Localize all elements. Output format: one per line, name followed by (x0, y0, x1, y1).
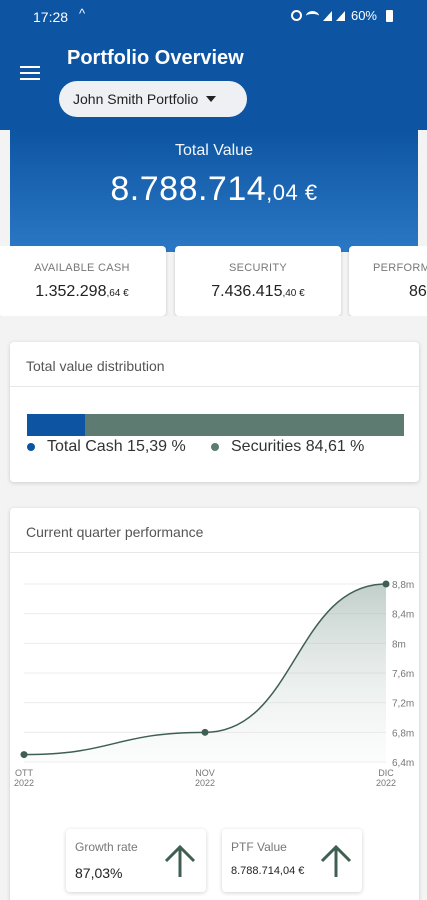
kpi-value: 7.436.415,40 € (175, 283, 341, 301)
legend-cash: Total Cash 15,39 % (27, 438, 186, 456)
distribution-bar-cash (27, 414, 86, 436)
growth-rate-value: 87,03% (75, 865, 123, 881)
y-tick-label: 6,4m (392, 758, 414, 769)
x-tick-label: 2022 (14, 778, 34, 788)
kpi-label: SECURITY (228, 262, 288, 274)
distribution-card: Total value distribution Total Cash 15,3… (10, 342, 419, 482)
ptf-value-label: PTF Value (231, 840, 287, 854)
x-tick-label: DIC (378, 768, 394, 778)
performance-chart[interactable]: 8,8m8,4m8m7,6m7,2m6,8m6,4mOTT2022NOV2022… (10, 568, 419, 868)
distribution-bar-securities (85, 414, 404, 436)
y-tick-label: 8,8m (392, 580, 414, 591)
total-value-decimal: ,04 € (266, 180, 318, 205)
kpi-card-performance[interactable]: PERFORM 86 (349, 246, 427, 316)
y-tick-label: 8m (392, 639, 406, 650)
data-point (382, 580, 390, 588)
x-tick-label: OTT (15, 768, 33, 778)
total-value-card: Total Value 8.788.714,04 € (10, 130, 418, 252)
legend-cash-label: Total Cash 15,39 % (47, 438, 186, 455)
status-time: 17:28 (33, 9, 69, 25)
legend-securities: Securities 84,61 % (211, 438, 364, 456)
series-line (23, 583, 387, 756)
signal-icon-2 (335, 10, 345, 21)
status-bar: 17:28 ^ 60% (0, 0, 427, 34)
battery-percent: 60% (350, 8, 377, 23)
y-tick-label: 7,6m (392, 669, 414, 680)
ptf-value-card[interactable]: PTF Value 8.788.714,04 € (222, 829, 362, 892)
growth-rate-label: Growth rate (75, 840, 138, 854)
kpi-value-integer: 86 (409, 283, 427, 300)
signal-icon (322, 10, 332, 21)
total-value-integer: 8.788.714 (110, 170, 267, 208)
app-header: Portfolio Overview John Smith Portfolio (0, 34, 427, 130)
status-icons: 60% (290, 8, 393, 23)
kpi-row[interactable]: AVAILABLE CASH 1.352.298,64 € SECURITY 7… (0, 246, 427, 316)
kpi-value-decimal: ,64 € (106, 288, 129, 299)
ptf-value-value: 8.788.714,04 € (231, 865, 305, 877)
divider (10, 386, 419, 387)
menu-icon[interactable] (20, 66, 40, 80)
legend-securities-label: Securities 84,61 % (231, 438, 365, 455)
legend-dot-cash (27, 443, 35, 451)
legend-dot-securities (211, 443, 219, 451)
kpi-card-security[interactable]: SECURITY 7.436.415,40 € (175, 246, 341, 316)
total-value-label: Total Value (175, 142, 253, 159)
x-tick-label: NOV (195, 768, 215, 778)
data-point (201, 728, 209, 736)
kpi-label: PERFORM (373, 262, 427, 274)
kpi-card-available-cash[interactable]: AVAILABLE CASH 1.352.298,64 € (0, 246, 166, 316)
y-tick-label: 7,2m (392, 699, 414, 710)
arrow-up-icon (164, 844, 196, 877)
y-tick-label: 8,4m (392, 610, 414, 621)
kpi-value-integer: 1.352.298 (35, 283, 107, 300)
area-fill (24, 584, 386, 762)
distribution-title: Total value distribution (26, 358, 165, 374)
kpi-value: 1.352.298,64 € (0, 283, 166, 301)
alarm-icon (290, 10, 302, 21)
x-tick-label: 2022 (195, 778, 215, 788)
caret-up-icon: ^ (79, 6, 86, 21)
kpi-label: AVAILABLE CASH (34, 262, 130, 274)
total-value: 8.788.714,04 € (10, 170, 418, 209)
page-title: Portfolio Overview (67, 47, 244, 69)
portfolio-select[interactable]: John Smith Portfolio (59, 81, 247, 117)
kpi-value-integer: 7.436.415 (211, 283, 283, 300)
kpi-value-decimal: ,40 € (282, 288, 305, 299)
distribution-bar[interactable] (27, 414, 404, 436)
caret-down-icon (206, 96, 217, 102)
arrow-up-icon (320, 844, 352, 877)
growth-rate-card[interactable]: Growth rate 87,03% (66, 829, 206, 892)
kpi-value: 86 (373, 283, 427, 301)
y-tick-label: 6,8m (392, 728, 414, 739)
portfolio-select-label: John Smith Portfolio (73, 91, 199, 107)
wifi-icon (305, 10, 319, 21)
battery-icon (386, 9, 393, 22)
divider (10, 552, 419, 553)
data-point (20, 751, 28, 759)
x-tick-label: 2022 (376, 778, 396, 788)
performance-title: Current quarter performance (26, 524, 204, 540)
